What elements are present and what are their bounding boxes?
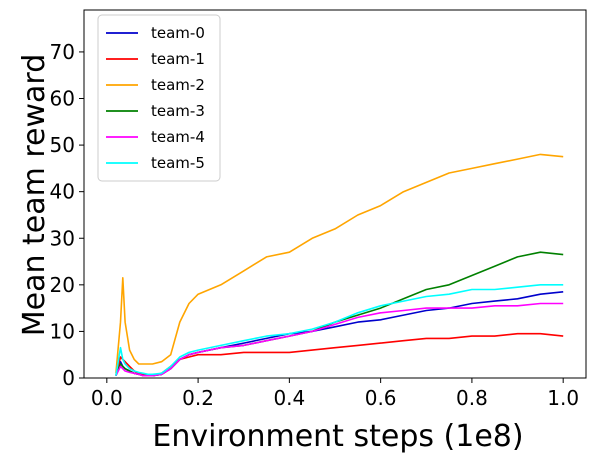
x-axis-ticks: 0.0 0.2 0.4 0.6 0.8 1.0 bbox=[91, 378, 579, 410]
series-line-team-5 bbox=[115, 283, 564, 376]
x-tick-label: 0.8 bbox=[456, 386, 488, 410]
legend-label: team-4 bbox=[151, 128, 205, 146]
y-tick-label: 40 bbox=[50, 180, 75, 204]
x-axis-title: Environment steps (1e8) bbox=[152, 419, 523, 454]
y-tick-label: 50 bbox=[50, 133, 75, 157]
legend-label: team-3 bbox=[151, 102, 205, 120]
y-tick-label: 0 bbox=[62, 366, 75, 390]
legend-label: team-2 bbox=[151, 76, 205, 94]
x-tick-label: 0.2 bbox=[182, 386, 214, 410]
y-tick-label: 70 bbox=[50, 40, 75, 64]
x-tick-label: 0.0 bbox=[91, 386, 123, 410]
legend-label: team-0 bbox=[151, 24, 205, 42]
y-axis-ticks: 0 10 20 30 40 50 60 70 bbox=[50, 40, 84, 390]
y-tick-label: 30 bbox=[50, 226, 75, 250]
x-tick-label: 0.4 bbox=[273, 386, 305, 410]
legend: team-0 team-1 team-2 team-3 team-4 team-5 bbox=[97, 14, 221, 182]
series-line-team-4 bbox=[115, 302, 564, 377]
y-tick-label: 10 bbox=[50, 319, 75, 343]
legend-box bbox=[97, 14, 221, 182]
y-tick-label: 60 bbox=[50, 87, 75, 111]
x-tick-label: 0.6 bbox=[365, 386, 397, 410]
y-tick-label: 20 bbox=[50, 273, 75, 297]
legend-label: team-5 bbox=[151, 154, 205, 172]
series-lines bbox=[115, 153, 564, 377]
legend-label: team-1 bbox=[151, 50, 205, 68]
y-axis-title: Mean team reward bbox=[17, 54, 52, 337]
series-line-team-2 bbox=[115, 153, 564, 374]
x-tick-label: 1.0 bbox=[547, 386, 579, 410]
